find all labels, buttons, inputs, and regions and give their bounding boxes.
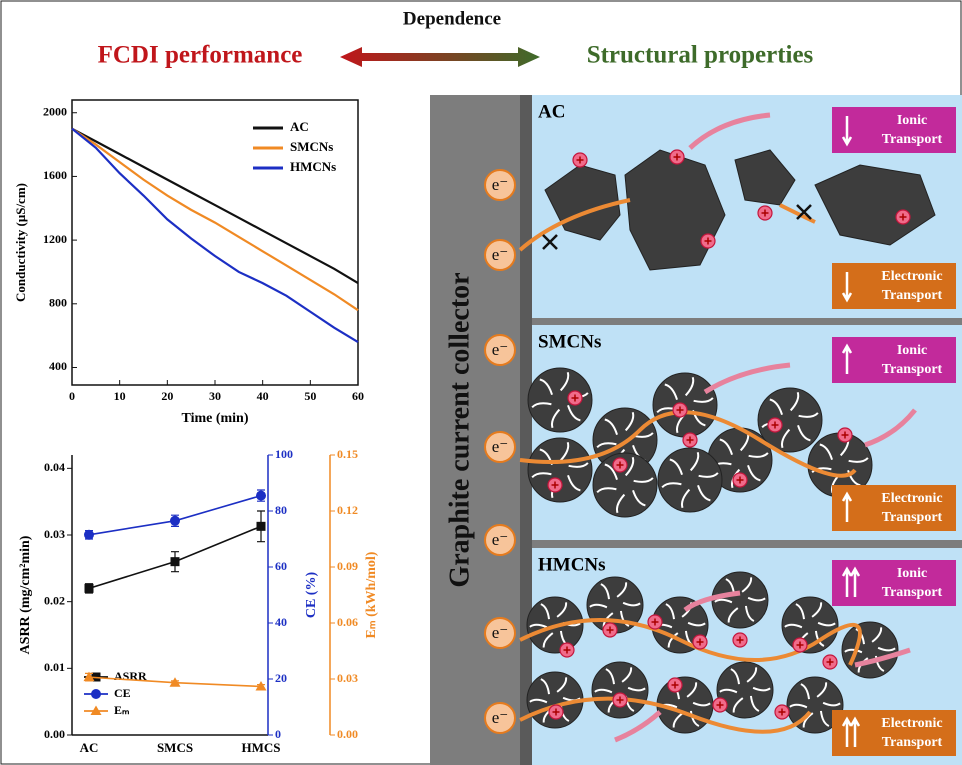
badge-text: Electronic bbox=[881, 269, 942, 284]
header-left: FCDI performance bbox=[98, 42, 303, 69]
y2-tick-label: 80 bbox=[275, 503, 287, 517]
legend-label: CE bbox=[114, 686, 131, 700]
badge-text: Transport bbox=[882, 510, 943, 525]
y3-tick-label: 0.09 bbox=[337, 559, 358, 573]
y-axis-label: ASRR (mg/cm²min) bbox=[18, 535, 33, 654]
x-tick-label: 30 bbox=[209, 389, 221, 403]
y-axis-label: Conductivity (μS/cm) bbox=[13, 183, 28, 302]
y3-tick-label: 0.12 bbox=[337, 503, 358, 517]
particle bbox=[528, 368, 592, 432]
figure: Dependence FCDI performance Structural p… bbox=[0, 0, 962, 765]
electron-label: e⁻ bbox=[492, 437, 509, 456]
electron-label: e⁻ bbox=[492, 340, 509, 359]
series-line bbox=[72, 129, 358, 311]
marker bbox=[171, 557, 180, 566]
badge-text: Ionic bbox=[897, 343, 927, 358]
electron-label: e⁻ bbox=[492, 530, 509, 549]
marker bbox=[257, 522, 266, 531]
marker bbox=[85, 584, 94, 593]
y3-axis-label: Eₘ (kWh/mol) bbox=[364, 551, 379, 638]
x-tick-label: 50 bbox=[304, 389, 316, 403]
panel-label: AC bbox=[538, 101, 565, 122]
y-tick-label: 1600 bbox=[43, 168, 67, 182]
dependence-arrow bbox=[340, 47, 540, 67]
particle bbox=[528, 438, 592, 502]
y3-tick-label: 0.00 bbox=[337, 727, 358, 741]
y3-tick-label: 0.03 bbox=[337, 671, 358, 685]
badge-text: Transport bbox=[882, 585, 943, 600]
x-tick-label: 60 bbox=[352, 389, 364, 403]
badge-text: Transport bbox=[882, 132, 943, 147]
y-tick-label: 0.03 bbox=[44, 527, 65, 541]
badge-text: Transport bbox=[882, 288, 943, 303]
legend-label: HMCNs bbox=[290, 159, 336, 174]
y-tick-label: 0.04 bbox=[44, 460, 65, 474]
legend-marker bbox=[91, 689, 101, 699]
electron-label: e⁻ bbox=[492, 708, 509, 727]
y-tick-label: 0.02 bbox=[44, 593, 65, 607]
panel-label: HMCNs bbox=[538, 554, 606, 575]
badge-text: Ionic bbox=[897, 113, 927, 128]
legend-label: SMCNs bbox=[290, 139, 333, 154]
y2-tick-label: 0 bbox=[275, 727, 281, 741]
y2-tick-label: 60 bbox=[275, 559, 287, 573]
x-tick-label: HMCS bbox=[242, 740, 281, 755]
y-tick-label: 2000 bbox=[43, 104, 67, 118]
electron-label: e⁻ bbox=[492, 245, 509, 264]
header-right: Structural properties bbox=[587, 42, 814, 69]
marker bbox=[84, 530, 94, 540]
x-tick-label: 0 bbox=[69, 389, 75, 403]
badge-text: Ionic bbox=[897, 566, 927, 581]
marker bbox=[170, 516, 180, 526]
collector-edge bbox=[520, 95, 532, 765]
electron-label: e⁻ bbox=[492, 175, 509, 194]
y3-tick-label: 0.15 bbox=[337, 447, 358, 461]
x-tick-label: AC bbox=[80, 740, 99, 755]
x-tick-label: 10 bbox=[114, 389, 126, 403]
collector-label: Graphite current collector bbox=[444, 272, 475, 587]
y2-tick-label: 20 bbox=[275, 671, 287, 685]
badge-text: Transport bbox=[882, 735, 943, 750]
header-center: Dependence bbox=[403, 8, 501, 29]
y3-tick-label: 0.06 bbox=[337, 615, 358, 629]
particle bbox=[658, 448, 722, 512]
legend-label: AC bbox=[290, 119, 309, 134]
y2-tick-label: 100 bbox=[275, 447, 293, 461]
x-axis-label: Time (min) bbox=[181, 411, 248, 426]
x-tick-label: 20 bbox=[161, 389, 173, 403]
electron-label: e⁻ bbox=[492, 623, 509, 642]
marker bbox=[256, 491, 266, 501]
badge-text: Electronic bbox=[881, 716, 942, 731]
y-tick-label: 800 bbox=[49, 296, 67, 310]
x-tick-label: SMCS bbox=[157, 740, 193, 755]
y-tick-label: 0.01 bbox=[44, 660, 65, 674]
badge-text: Transport bbox=[882, 362, 943, 377]
y-tick-label: 0.00 bbox=[44, 727, 65, 741]
y2-tick-label: 40 bbox=[275, 615, 287, 629]
panel-label: SMCNs bbox=[538, 331, 601, 352]
y-tick-label: 1200 bbox=[43, 232, 67, 246]
y-tick-label: 400 bbox=[49, 359, 67, 373]
x-tick-label: 40 bbox=[257, 389, 269, 403]
badge-text: Electronic bbox=[881, 491, 942, 506]
legend-label: Eₘ bbox=[114, 703, 129, 717]
y2-axis-label: CE (%) bbox=[304, 572, 319, 619]
